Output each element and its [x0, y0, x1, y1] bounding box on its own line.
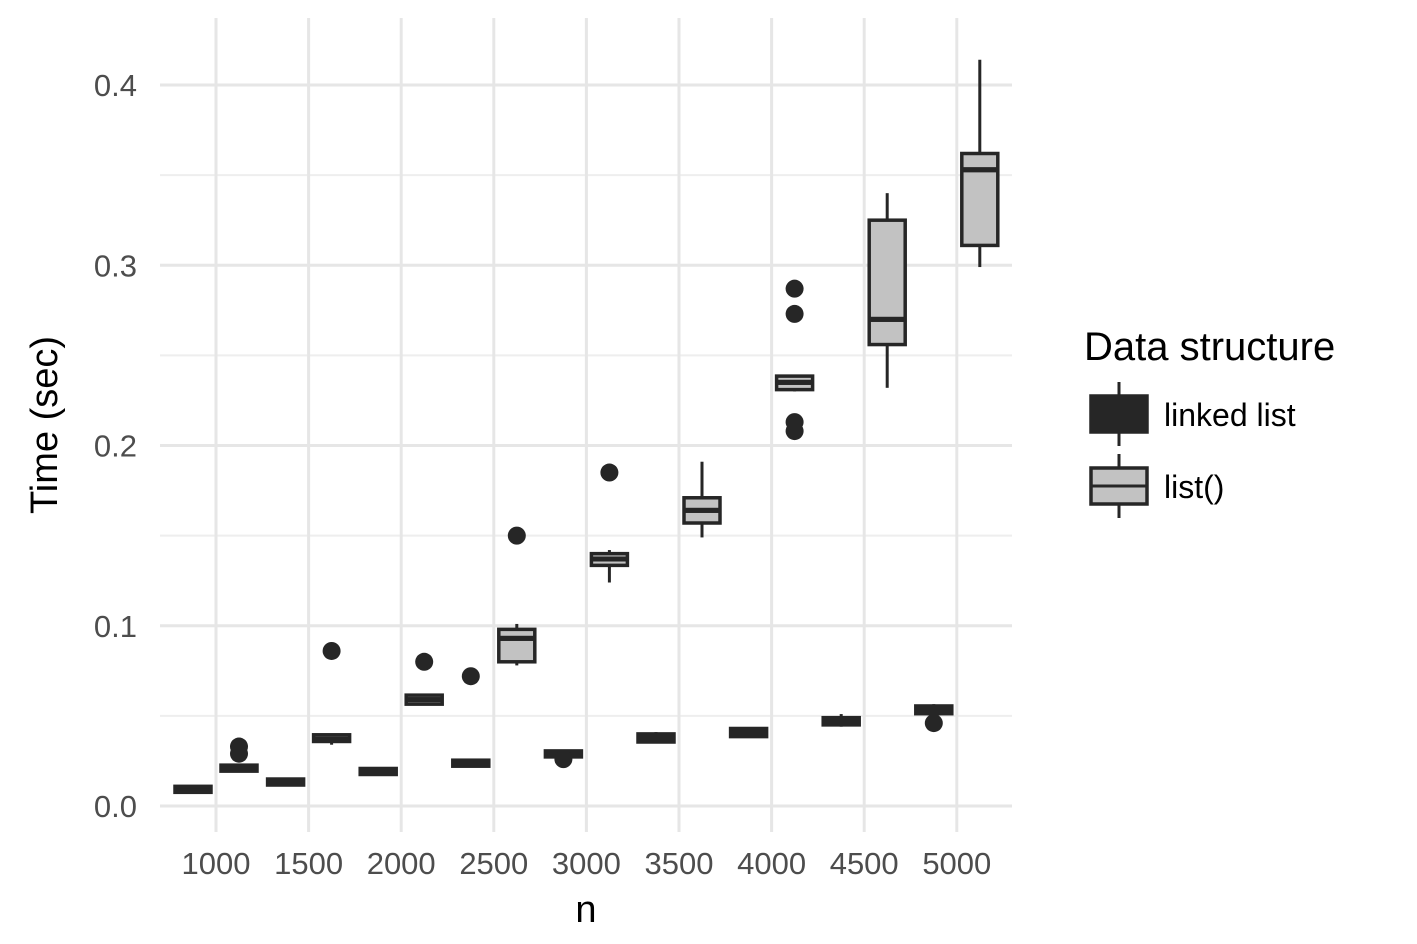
box-list-2500 [497, 526, 537, 666]
legend-title: Data structure [1084, 325, 1335, 369]
box-linked-list-5000 [914, 704, 954, 733]
box-iqr [497, 627, 537, 664]
legend-label: linked list [1164, 397, 1296, 433]
x-tick-label: 4500 [830, 846, 899, 881]
x-tick-label: 1000 [182, 846, 251, 881]
box-linked-list-3500 [636, 732, 676, 744]
legend-entry-list: list() [1089, 454, 1224, 518]
outlier-point [785, 304, 804, 323]
legend: Data structure linked list list() [1084, 325, 1335, 518]
box-list-3500 [682, 461, 722, 538]
box-iqr [867, 218, 907, 347]
box-list-4000 [774, 279, 815, 441]
outlier-point [507, 526, 526, 545]
y-tick-label: 0.1 [94, 609, 137, 644]
y-tick-label: 0.3 [94, 248, 137, 283]
x-tick-label: 1500 [274, 846, 343, 881]
y-tick-label: 0.0 [94, 789, 137, 824]
box-linked-list-3000 [543, 749, 584, 769]
boxplot-marks [173, 59, 1000, 795]
box-linked-list-4000 [728, 726, 769, 739]
x-tick-label: 2500 [459, 846, 528, 881]
box-list-1000 [219, 737, 259, 773]
y-axis-ticks: 0.0 0.1 0.2 0.3 0.4 [94, 68, 137, 824]
outlier-point [415, 652, 434, 671]
x-axis-ticks: 1000 1500 2000 2500 3000 3500 4000 4500 5000 [182, 846, 992, 881]
x-tick-label: 4000 [737, 846, 806, 881]
outlier-point [785, 279, 804, 298]
box-linked-list-1500 [265, 777, 306, 787]
legend-entries: linked list list() [1089, 382, 1296, 518]
box-list-2000 [404, 652, 444, 706]
box-list-3000 [589, 463, 630, 583]
y-axis-title: Time (sec) [24, 336, 66, 514]
outlier-point [924, 714, 943, 733]
x-tick-label: 5000 [922, 846, 991, 881]
outlier-point [461, 667, 480, 686]
outlier-point [554, 750, 573, 769]
x-tick-label: 3500 [645, 846, 714, 881]
outlier-point [600, 463, 619, 482]
box-list-4500 [867, 193, 907, 388]
y-tick-label: 0.4 [94, 68, 137, 103]
legend-entry-linked-list: linked list [1089, 382, 1296, 446]
outlier-point [785, 413, 804, 432]
box-iqr [636, 732, 676, 744]
grid-lines [160, 18, 1012, 832]
box-linked-list-2000 [358, 766, 398, 777]
outlier-point [322, 641, 341, 660]
x-axis-title: n [575, 889, 596, 931]
box-linked-list-1000 [173, 784, 213, 795]
outlier-point [230, 737, 248, 756]
x-tick-label: 3000 [552, 846, 621, 881]
y-tick-label: 0.2 [94, 429, 137, 464]
box-list-1500 [311, 641, 352, 745]
legend-label: list() [1164, 469, 1224, 505]
box-list-5000 [960, 59, 1000, 268]
box-linked-list-4500 [821, 714, 861, 727]
box-linked-list-2500 [451, 667, 491, 768]
x-tick-label: 2000 [367, 846, 436, 881]
